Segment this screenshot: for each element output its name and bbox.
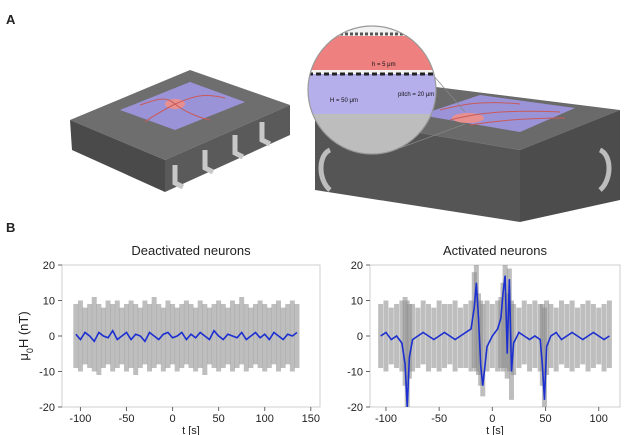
y-tick-label: -10 [39, 367, 55, 379]
y-tick-label: 10 [43, 296, 55, 308]
panel-label: B [6, 220, 15, 235]
x-tick-label: 150 [302, 413, 320, 425]
chip-closeup: h = 5 μm H = 50 μm pitch = 20 μm [300, 20, 620, 222]
chart-title: Deactivated neurons [131, 243, 251, 258]
x-tick-label: 100 [590, 413, 608, 425]
x-tick-label: 0 [489, 413, 495, 425]
x-axis-label: t [s] [486, 425, 504, 435]
panel-label: A [6, 12, 16, 27]
chip-illustration [70, 70, 290, 192]
plot-area [76, 297, 297, 375]
y-axis-label-part: μ [16, 353, 31, 361]
y-axis-label: μ0H (nT) [16, 311, 35, 360]
chart-title: Activated neurons [443, 243, 548, 258]
x-tick-label: -50 [119, 413, 135, 425]
y-tick-label: -20 [347, 402, 363, 414]
y-tick-label: 20 [351, 260, 363, 272]
plot-area [381, 265, 610, 407]
x-tick-label: -100 [69, 413, 91, 425]
x-tick-label: 50 [213, 413, 225, 425]
y-tick-label: 0 [49, 331, 55, 343]
y-tick-label: 0 [357, 331, 363, 343]
figure: A B h = 5 μm H = 50 μm pitch = 20 [0, 0, 625, 435]
x-axis-label: t [s] [182, 425, 200, 435]
x-tick-label: 0 [170, 413, 176, 425]
x-tick-label: 100 [256, 413, 274, 425]
annotation: H = 50 μm [330, 98, 358, 104]
annotation: h = 5 μm [372, 62, 396, 68]
x-tick-label: -100 [375, 413, 397, 425]
y-tick-label: 10 [351, 296, 363, 308]
y-tick-label: 20 [43, 260, 55, 272]
y-axis-label-part: H (nT) [16, 311, 31, 348]
x-tick-label: -50 [431, 413, 447, 425]
y-tick-label: -20 [39, 402, 55, 414]
y-tick-label: -10 [347, 367, 363, 379]
annotation: pitch = 20 μm [398, 92, 434, 98]
x-tick-label: 50 [539, 413, 551, 425]
